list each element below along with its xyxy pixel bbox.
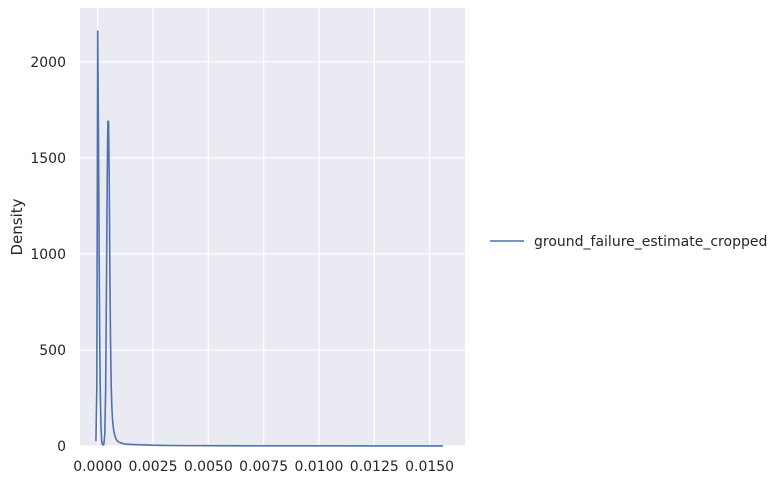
y-tick-label: 500	[39, 343, 66, 359]
plot-background	[80, 8, 465, 446]
y-tick-label: 2000	[30, 55, 66, 71]
legend-entry-label: ground_failure_estimate_cropped	[534, 234, 767, 250]
y-tick-label: 0	[57, 439, 66, 455]
x-axis-ticks: 0.0000 0.0025 0.0050 0.0075 0.0100 0.0125 0.01…	[73, 459, 454, 475]
x-tick-label: 0.0150	[405, 459, 454, 475]
x-tick-label: 0.0075	[239, 459, 288, 475]
x-tick-label: 0.0000	[73, 459, 122, 475]
legend: ground_failure_estimate_cropped	[490, 234, 767, 250]
x-tick-label: 0.0125	[350, 459, 399, 475]
x-tick-label: 0.0025	[129, 459, 178, 475]
x-tick-label: 0.0050	[184, 459, 233, 475]
x-tick-label: 0.0100	[294, 459, 343, 475]
y-axis-label: Density	[8, 198, 26, 255]
y-tick-label: 1000	[30, 247, 66, 263]
series-layer	[95, 30, 443, 447]
gridlines	[80, 8, 465, 447]
series-line	[95, 30, 443, 447]
y-axis-ticks: 0 500 1000 1500 2000	[30, 55, 66, 455]
y-tick-label: 1500	[30, 151, 66, 167]
